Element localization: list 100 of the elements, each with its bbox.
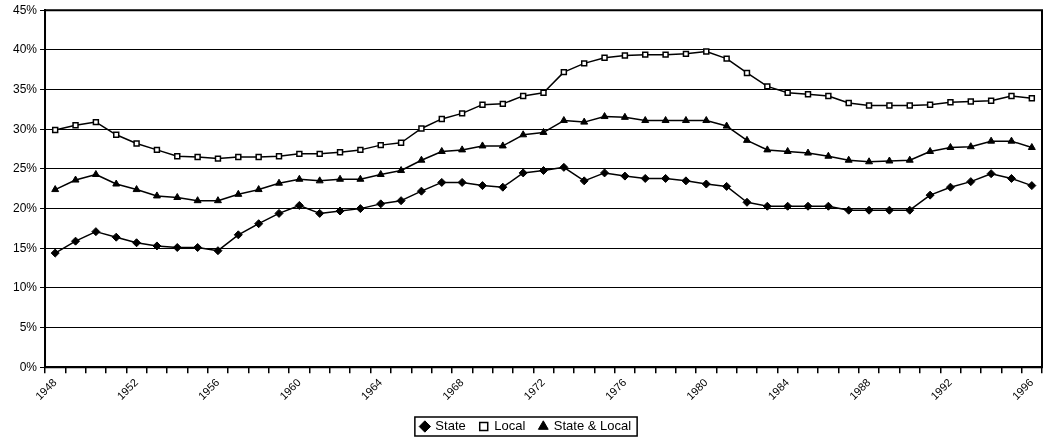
point xyxy=(580,60,588,67)
point xyxy=(701,179,711,189)
point xyxy=(132,238,142,248)
point xyxy=(905,155,914,163)
point xyxy=(824,151,833,159)
point xyxy=(132,185,141,193)
point xyxy=(51,185,60,193)
point xyxy=(478,141,487,149)
point xyxy=(172,243,182,253)
legend-label: Local xyxy=(494,418,526,434)
point xyxy=(681,116,690,124)
point xyxy=(925,190,935,200)
point xyxy=(477,181,487,191)
point xyxy=(966,177,976,187)
point xyxy=(91,170,100,177)
point xyxy=(356,174,365,182)
point xyxy=(397,166,406,174)
point xyxy=(416,186,426,196)
point xyxy=(742,197,752,207)
point xyxy=(50,248,60,258)
point xyxy=(601,54,608,62)
point xyxy=(214,196,222,204)
legend-label: State & Local xyxy=(553,418,632,434)
point xyxy=(518,168,528,178)
point xyxy=(580,117,589,125)
y-tick-label: 15% xyxy=(12,240,38,255)
point xyxy=(946,143,955,151)
point xyxy=(987,97,995,104)
point xyxy=(762,201,772,211)
point xyxy=(743,69,751,77)
point xyxy=(764,83,771,90)
point xyxy=(559,162,569,172)
point xyxy=(825,92,832,100)
point xyxy=(376,170,385,177)
y-tick-label: 20% xyxy=(12,200,38,215)
point xyxy=(600,112,609,120)
point xyxy=(987,136,996,144)
point xyxy=(682,50,690,58)
point xyxy=(539,127,548,135)
point xyxy=(376,199,386,209)
point xyxy=(335,206,345,216)
point xyxy=(579,176,589,186)
y-tick-label: 0% xyxy=(19,359,38,374)
point xyxy=(864,205,874,215)
point xyxy=(396,196,406,206)
point xyxy=(661,116,670,124)
point xyxy=(51,126,59,134)
point xyxy=(296,150,303,158)
point xyxy=(845,99,852,107)
point xyxy=(274,208,284,218)
point xyxy=(316,150,323,158)
point xyxy=(620,112,629,120)
y-tick-label: 45% xyxy=(12,2,38,17)
point xyxy=(722,181,732,191)
point xyxy=(640,173,650,183)
point xyxy=(234,189,243,197)
point xyxy=(1028,95,1036,102)
point xyxy=(153,146,161,154)
point xyxy=(235,153,242,161)
point xyxy=(315,176,324,184)
point xyxy=(174,153,181,160)
point xyxy=(173,193,182,201)
point xyxy=(823,201,833,211)
point xyxy=(498,182,508,192)
point xyxy=(254,219,264,229)
point xyxy=(437,177,447,187)
point xyxy=(844,155,853,163)
point xyxy=(417,155,426,163)
point xyxy=(743,135,751,143)
point xyxy=(1007,136,1016,144)
point xyxy=(844,205,854,215)
y-tick-label: 10% xyxy=(12,280,38,295)
point xyxy=(642,51,649,58)
point xyxy=(600,168,610,178)
point xyxy=(702,116,711,124)
point xyxy=(377,141,384,149)
point xyxy=(71,175,80,183)
point xyxy=(357,146,364,154)
point xyxy=(865,157,874,165)
point xyxy=(71,236,81,246)
y-tick-label: 30% xyxy=(12,121,38,136)
point xyxy=(783,201,793,211)
point xyxy=(458,110,466,117)
y-tick-label: 35% xyxy=(12,81,38,96)
point xyxy=(499,100,507,108)
point xyxy=(723,55,730,62)
point xyxy=(621,52,629,59)
point xyxy=(519,92,527,100)
point xyxy=(662,51,669,58)
point xyxy=(1006,173,1016,183)
point xyxy=(437,146,446,154)
y-tick-label: 25% xyxy=(12,161,38,176)
point xyxy=(661,173,671,183)
point xyxy=(457,177,467,187)
point xyxy=(152,241,162,251)
point xyxy=(72,122,79,129)
point xyxy=(214,155,222,162)
point xyxy=(763,145,772,153)
point xyxy=(885,156,894,164)
point xyxy=(336,174,345,182)
